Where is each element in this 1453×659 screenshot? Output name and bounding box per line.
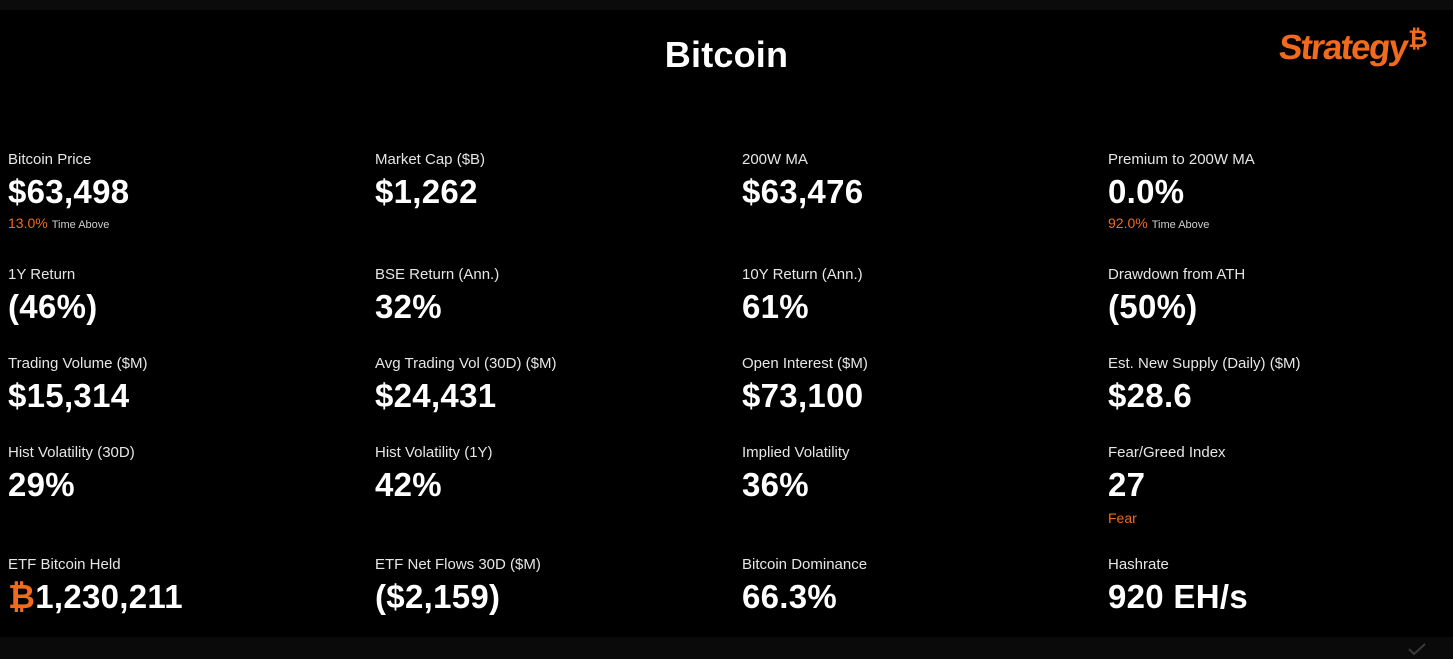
- metric-200w-ma: 200W MA $63,476: [742, 151, 1082, 211]
- time-above-label: Time Above: [51, 219, 110, 231]
- metric-value: ₿1,230,211: [8, 578, 348, 616]
- metric-bitcoin-price: Bitcoin Price $63,498 13.0% Time Above: [8, 151, 348, 233]
- metric-etf-bitcoin-held: ETF Bitcoin Held ₿1,230,211: [8, 556, 348, 616]
- metric-avg-trading-vol: Avg Trading Vol (30D) ($M) $24,431: [375, 355, 715, 415]
- time-above-label: Time Above: [1151, 219, 1210, 231]
- bitcoin-symbol-icon: ₿: [8, 578, 36, 615]
- metric-hist-volatility-1y: Hist Volatility (1Y) 42%: [375, 444, 715, 504]
- metric-label: Hashrate: [1108, 556, 1169, 573]
- metric-label: Market Cap ($B): [375, 151, 486, 168]
- metric-drawdown-from-ath: Drawdown from ATH (50%): [1108, 266, 1448, 326]
- time-above-percent: 13.0%: [8, 215, 48, 231]
- metric-value: 36%: [742, 466, 809, 503]
- metric-fear-greed-index: Fear/Greed Index 27 Fear: [1108, 444, 1448, 526]
- metric-value: 27: [1108, 466, 1146, 503]
- metric-10y-return: 10Y Return (Ann.) 61%: [742, 266, 1082, 326]
- metric-label: Fear/Greed Index: [1108, 444, 1226, 461]
- bitcoin-logo-icon: ₿: [1408, 26, 1428, 53]
- metric-label: Hist Volatility (30D): [8, 444, 135, 461]
- checkmark-icon: [1407, 642, 1427, 656]
- metric-sub: 13.0% Time Above: [8, 215, 348, 233]
- metric-value: 0.0%: [1108, 173, 1185, 210]
- metric-value: $15,314: [8, 377, 130, 414]
- top-edge-strip: [0, 0, 1453, 10]
- metric-bitcoin-dominance: Bitcoin Dominance 66.3%: [742, 556, 1082, 616]
- metric-label: 10Y Return (Ann.): [742, 266, 863, 283]
- metric-label: BSE Return (Ann.): [375, 266, 500, 283]
- time-above-percent: 92.0%: [1108, 215, 1148, 231]
- strategy-logo: Strategy ₿: [1277, 26, 1428, 76]
- metric-market-cap: Market Cap ($B) $1,262: [375, 151, 715, 211]
- metric-value: $63,498: [8, 173, 130, 210]
- sentiment-label: Fear: [1108, 510, 1137, 526]
- metric-label: Est. New Supply (Daily) ($M): [1108, 355, 1301, 372]
- metric-1y-return: 1Y Return (46%): [8, 266, 348, 326]
- metric-label: Hist Volatility (1Y): [375, 444, 493, 461]
- metric-value: $24,431: [375, 377, 497, 414]
- metric-value: 32%: [375, 288, 442, 325]
- page-title: Bitcoin: [664, 34, 789, 75]
- metric-label: Premium to 200W MA: [1108, 151, 1255, 168]
- metric-est-new-supply: Est. New Supply (Daily) ($M) $28.6: [1108, 355, 1448, 415]
- metric-value: 920 EH/s: [1108, 578, 1248, 615]
- metric-value: ($2,159): [375, 578, 501, 615]
- metric-label: Avg Trading Vol (30D) ($M): [375, 355, 557, 372]
- metric-value: $28.6: [1108, 377, 1193, 414]
- metric-label: Drawdown from ATH: [1108, 266, 1246, 283]
- metric-label: Bitcoin Dominance: [742, 556, 868, 573]
- metric-label: Implied Volatility: [742, 444, 850, 461]
- metric-bse-return: BSE Return (Ann.) 32%: [375, 266, 715, 326]
- metric-label: ETF Bitcoin Held: [8, 556, 121, 573]
- metric-value-number: 1,230,211: [35, 578, 183, 615]
- metric-hist-volatility-30d: Hist Volatility (30D) 29%: [8, 444, 348, 504]
- metric-label: 1Y Return: [8, 266, 76, 283]
- metric-label: Bitcoin Price: [8, 151, 92, 168]
- metric-value: 66.3%: [742, 578, 838, 615]
- bottom-edge-strip: [0, 637, 1453, 659]
- metric-label: Trading Volume ($M): [8, 355, 148, 372]
- metric-value: 29%: [8, 466, 75, 503]
- metric-hashrate: Hashrate 920 EH/s: [1108, 556, 1448, 616]
- metric-value: $1,262: [375, 173, 478, 210]
- metric-implied-volatility: Implied Volatility 36%: [742, 444, 1082, 504]
- metric-value: $63,476: [742, 173, 864, 210]
- metric-value: (46%): [8, 288, 98, 325]
- metric-value: $73,100: [742, 377, 864, 414]
- metric-label: 200W MA: [742, 151, 808, 168]
- metric-value: (50%): [1108, 288, 1198, 325]
- metric-premium-200w-ma: Premium to 200W MA 0.0% 92.0% Time Above: [1108, 151, 1448, 233]
- metric-label: ETF Net Flows 30D ($M): [375, 556, 541, 573]
- metric-sub: 92.0% Time Above: [1108, 215, 1448, 233]
- metric-trading-volume: Trading Volume ($M) $15,314: [8, 355, 348, 415]
- metric-value: 42%: [375, 466, 442, 503]
- metric-etf-net-flows: ETF Net Flows 30D ($M) ($2,159): [375, 556, 715, 616]
- metric-open-interest: Open Interest ($M) $73,100: [742, 355, 1082, 415]
- metric-label: Open Interest ($M): [742, 355, 868, 372]
- metric-value: 61%: [742, 288, 809, 325]
